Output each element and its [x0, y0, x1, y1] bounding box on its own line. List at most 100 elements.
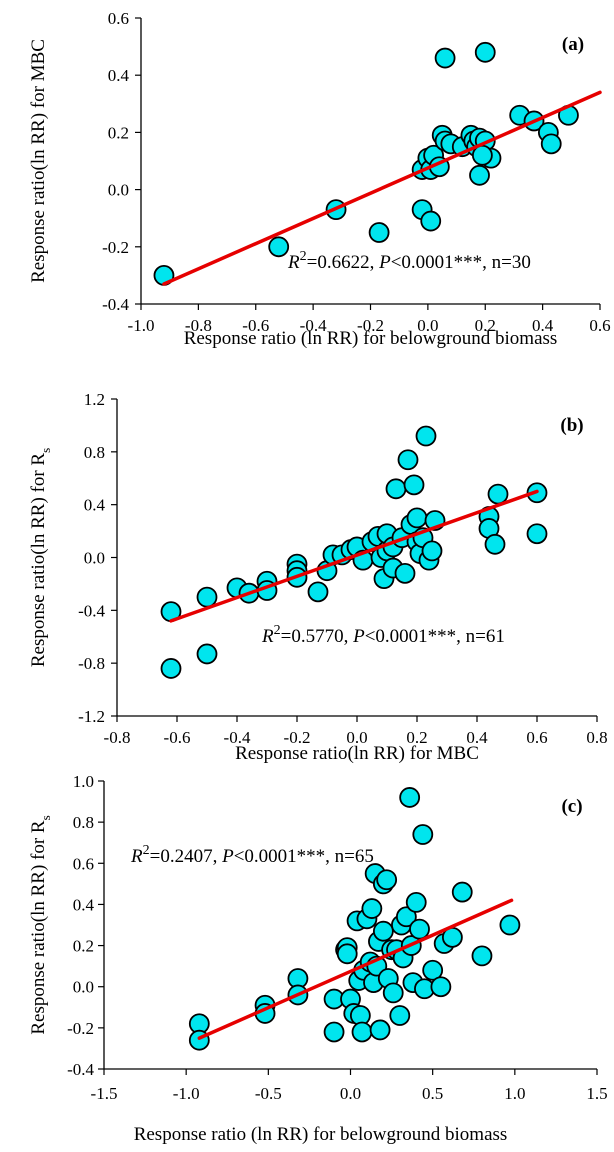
- y-tick-label: 0.8: [73, 813, 94, 832]
- x-tick-label: 0.5: [422, 1084, 443, 1103]
- regression-line: [162, 90, 602, 286]
- data-point: [395, 906, 417, 928]
- data-point: [420, 210, 442, 232]
- y-tick-label: 0.0: [84, 549, 105, 568]
- data-point: [372, 920, 394, 942]
- x-tick-label: 1.5: [586, 1084, 607, 1103]
- y-axis-title-subscript: s: [38, 448, 53, 453]
- data-point: [196, 586, 218, 608]
- data-point: [484, 533, 506, 555]
- data-point: [421, 540, 443, 562]
- y-axis-title-text: Response ratio(ln RR) for MBC: [28, 39, 49, 283]
- data-point: [397, 449, 419, 471]
- data-point: [323, 1021, 345, 1043]
- x-axis-title: Response ratio (ln RR) for belowground b…: [134, 1124, 508, 1145]
- panel-label: (a): [562, 34, 584, 55]
- annot-superscript: 2: [274, 623, 281, 638]
- x-tick-label: -0.2: [357, 316, 384, 335]
- annot-r2-value: =0.6622,: [307, 252, 379, 273]
- annot-p-value: <0.0001***, n=30: [391, 252, 531, 273]
- y-tick-label: 0.2: [108, 123, 129, 142]
- chart-panel-b: -0.8 -0.6 -0.4 -0.2 0.0 0.2 0.4 0.6 0.8 -1.2 -0.8 -…: [28, 390, 608, 764]
- data-point: [160, 658, 182, 679]
- y-tick-label: 0.0: [108, 181, 129, 200]
- y-axis-title-subscript: s: [38, 815, 53, 820]
- data-point: [394, 562, 416, 584]
- regression-annotation: R2=0.6622, P<0.0001***, n=30: [287, 249, 531, 273]
- data-point: [336, 943, 358, 965]
- y-tick-label: -0.4: [102, 295, 129, 314]
- data-point: [526, 523, 548, 545]
- x-tick-label: -1.0: [173, 1084, 200, 1103]
- x-tick-label: -0.2: [284, 728, 311, 747]
- y-tick-label: 0.2: [73, 937, 94, 956]
- annot-r-symbol: R: [287, 252, 300, 273]
- data-point: [351, 1021, 373, 1043]
- data-point: [487, 483, 509, 505]
- data-point: [469, 164, 490, 186]
- y-tick-label: 0.6: [108, 9, 129, 28]
- data-point: [409, 918, 430, 940]
- data-point: [403, 474, 425, 496]
- regression-annotation: R2=0.2407, P<0.0001***, n=65: [130, 843, 374, 867]
- data-points: [188, 787, 521, 1051]
- x-tick-label: -0.4: [300, 316, 327, 335]
- data-point: [406, 507, 428, 529]
- x-tick-label: -0.5: [255, 1084, 282, 1103]
- data-point: [196, 643, 218, 665]
- annot-r-symbol: R: [261, 626, 274, 647]
- x-tick-label: 0.6: [589, 316, 610, 335]
- data-point: [422, 959, 444, 981]
- data-point: [451, 881, 473, 903]
- y-axis-title-text: Response ratio(ln RR) for R: [28, 820, 49, 1035]
- x-tick-label: 0.8: [586, 728, 607, 747]
- y-tick-label: 0.8: [84, 443, 105, 462]
- data-point: [385, 478, 407, 500]
- x-axis-title: Response ratio (ln RR) for belowground b…: [184, 328, 558, 349]
- y-tick-label: 1.0: [73, 772, 94, 791]
- data-point: [540, 133, 562, 155]
- annot-superscript: 2: [300, 249, 307, 264]
- x-tick-label: 0.0: [340, 1084, 361, 1103]
- annot-p-value: <0.0001***, n=65: [234, 846, 374, 867]
- y-tick-label: -0.4: [78, 601, 105, 620]
- y-tick-label: -1.2: [78, 707, 105, 726]
- annot-superscript: 2: [143, 843, 150, 858]
- data-point: [307, 581, 329, 603]
- annot-p-symbol: P: [352, 626, 365, 647]
- data-point: [430, 976, 452, 998]
- x-tick-label: -0.8: [104, 728, 131, 747]
- x-tick-label: -0.8: [185, 316, 212, 335]
- y-tick-label: -0.2: [67, 1019, 94, 1038]
- annot-p-symbol: P: [221, 846, 234, 867]
- y-tick-label: 0.6: [73, 854, 94, 873]
- y-tick-label: 0.4: [73, 895, 95, 914]
- x-tick-label: -0.4: [224, 728, 251, 747]
- panel-label: (b): [560, 415, 583, 436]
- x-tick-label: 0.0: [417, 316, 438, 335]
- y-tick-label: 0.0: [73, 978, 94, 997]
- data-point: [268, 236, 290, 258]
- y-axis-title: Response ratio(ln RR) for Rs: [28, 448, 53, 667]
- data-point: [369, 1019, 391, 1041]
- y-tick-label: -0.4: [67, 1060, 94, 1079]
- y-tick-label: -0.8: [78, 654, 105, 673]
- y-axis-title: Response ratio(ln RR) for MBC: [28, 39, 49, 283]
- data-point: [499, 914, 521, 936]
- data-point: [368, 222, 390, 243]
- data-point: [376, 869, 398, 891]
- data-point: [361, 898, 383, 919]
- data-point: [474, 41, 496, 63]
- data-points: [153, 41, 579, 286]
- data-point: [382, 982, 404, 1004]
- regression-annotation: R2=0.5770, P<0.0001***, n=61: [261, 623, 505, 647]
- y-axis-title: Response ratio(ln RR) for Rs: [28, 815, 53, 1034]
- x-tick-label: 0.4: [466, 728, 488, 747]
- annot-p-symbol: P: [378, 252, 391, 273]
- regression-line: [169, 489, 539, 623]
- y-tick-label: 1.2: [84, 390, 105, 409]
- x-axis-title: Response ratio(ln RR) for MBC: [235, 743, 479, 764]
- x-tick-label: -1.5: [91, 1084, 118, 1103]
- y-tick-label: 0.4: [84, 496, 106, 515]
